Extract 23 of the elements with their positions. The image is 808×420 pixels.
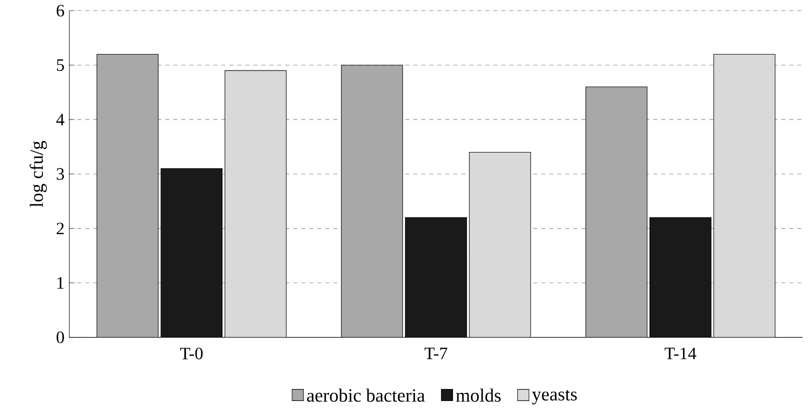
y-tick-label: 6 <box>56 4 64 16</box>
bar <box>405 217 467 338</box>
bar <box>469 152 531 338</box>
legend-label: molds <box>456 388 501 402</box>
bar <box>96 54 158 338</box>
bar <box>586 86 648 338</box>
bar <box>341 64 403 338</box>
y-tick-label: 5 <box>56 59 64 71</box>
y-tick-label: 4 <box>56 114 64 126</box>
y-tick-label: 3 <box>56 168 64 180</box>
y-tick-label: 2 <box>56 222 64 234</box>
bar <box>224 70 286 338</box>
x-tick-label: T-0 <box>180 348 203 360</box>
bar <box>714 54 776 338</box>
bar <box>650 217 712 338</box>
x-tick-label: T-7 <box>424 348 448 360</box>
y-tick-label: 0 <box>56 331 64 344</box>
x-tick-label: T-14 <box>664 348 696 360</box>
y-tick-label: 1 <box>57 277 64 289</box>
bar <box>160 168 222 338</box>
legend-label: yeasts <box>532 390 577 404</box>
y-axis-title: log cfu/g <box>30 140 47 208</box>
legend-label: aerobic bacteria <box>307 388 425 402</box>
